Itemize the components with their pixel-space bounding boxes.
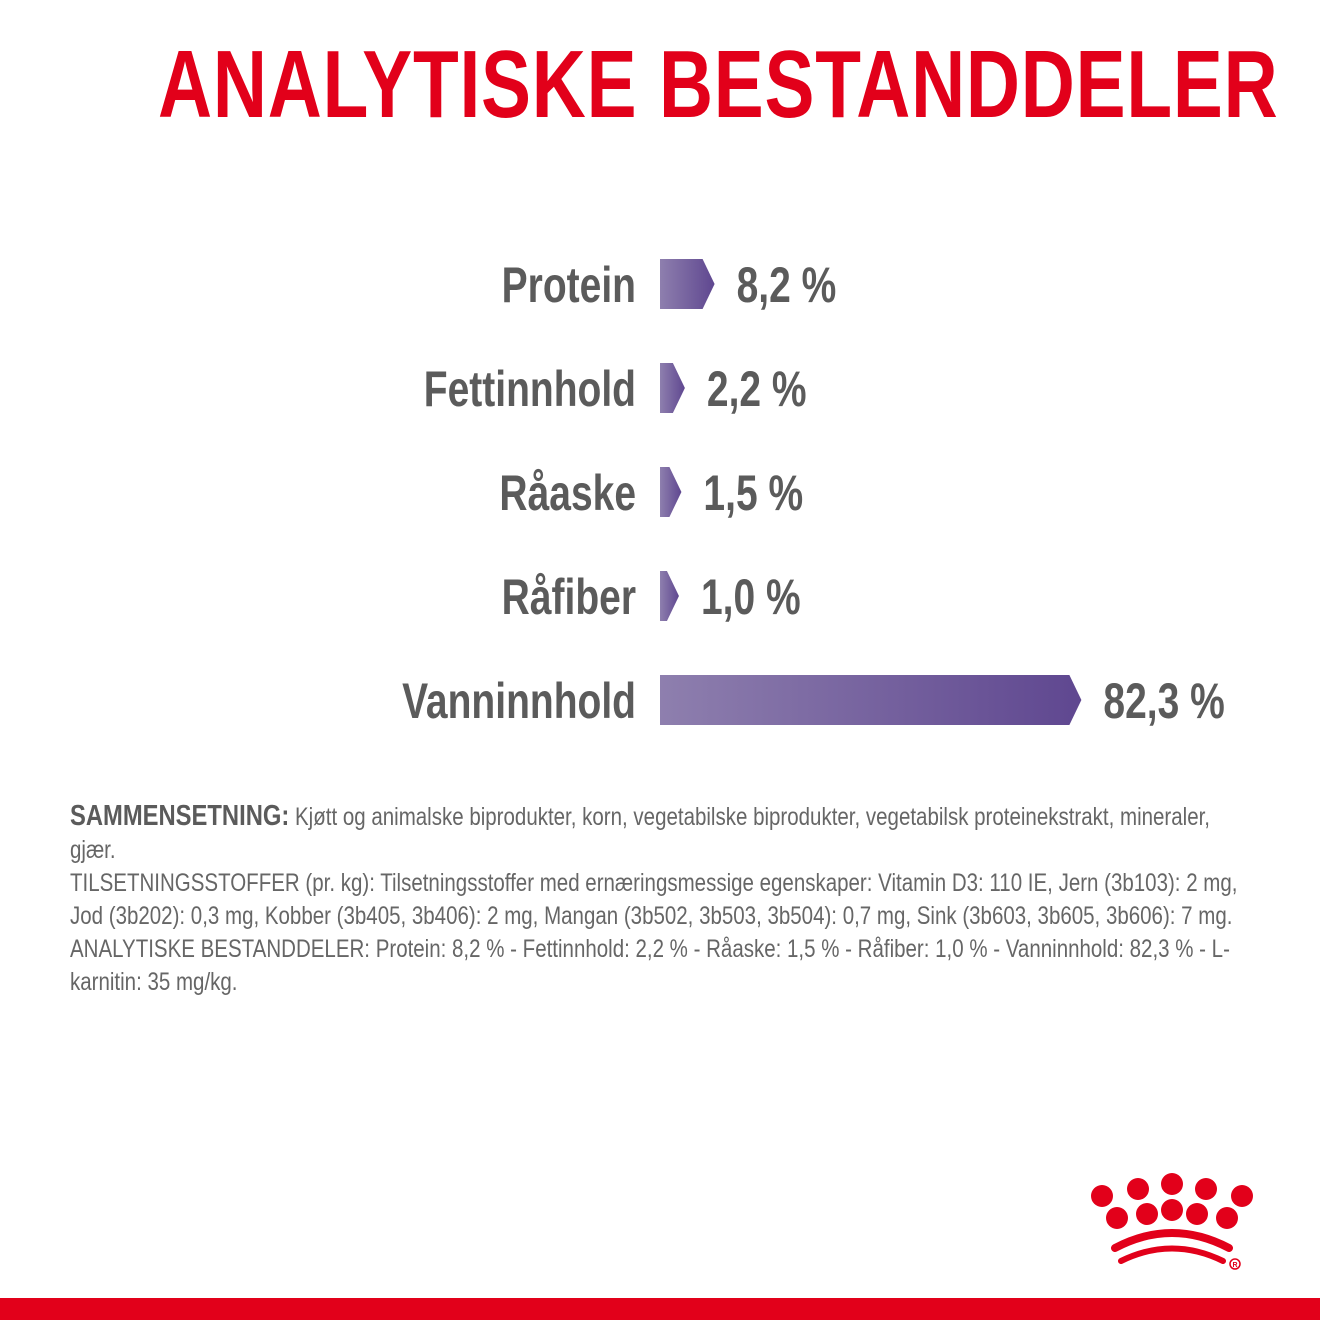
bar-row: Vanninnhold 82,3 % [402, 672, 1225, 729]
footer-bar [0, 1298, 1320, 1320]
nutrient-bar-chart: Protein 8,2 %Fettinnhold 2,2 %Råaske 1,5 %R… [402, 256, 1225, 729]
title-text: ANALYTISKE BESTANDDELER [158, 31, 1279, 138]
value-label: 2,2 % [707, 360, 807, 417]
category-label: Råfiber [502, 568, 636, 625]
bar-row: Protein 8,2 % [502, 256, 837, 313]
composition-text: SAMMENSETNING: Kjøtt og animalske biprod… [70, 800, 1243, 999]
additives-paragraph: TILSETNINGSSTOFFER (pr. kg): Tilsetnings… [70, 869, 1238, 930]
royal-canin-crown-logo: R [1091, 1173, 1253, 1270]
bar [660, 259, 715, 309]
category-label: Råaske [499, 464, 636, 521]
bar-row: Råfiber 1,0 % [502, 568, 801, 625]
bar-row: Fettinnhold 2,2 % [424, 360, 807, 417]
composition-heading: SAMMENSETNING: [70, 800, 290, 832]
page-title: ANALYTISKE BESTANDDELER [0, 30, 1320, 140]
bar [660, 571, 679, 621]
bar [660, 675, 1082, 725]
category-label: Protein [502, 256, 636, 313]
svg-text:R: R [1232, 1262, 1237, 1269]
bar [660, 363, 685, 413]
value-label: 1,5 % [703, 464, 803, 521]
category-label: Vanninnhold [402, 672, 636, 729]
value-label: 1,0 % [701, 568, 801, 625]
bar [660, 467, 682, 517]
composition-paragraph: SAMMENSETNING: Kjøtt og animalske biprod… [70, 800, 1243, 867]
analytical-paragraph: ANALYTISKE BESTANDDELER: Protein: 8,2 % … [70, 935, 1230, 996]
value-label: 8,2 % [737, 256, 837, 313]
bar-row: Råaske 1,5 % [499, 464, 803, 521]
category-label: Fettinnhold [424, 360, 636, 417]
composition-body: Kjøtt og animalske biprodukter, korn, ve… [70, 803, 1211, 864]
value-label: 82,3 % [1103, 672, 1224, 729]
